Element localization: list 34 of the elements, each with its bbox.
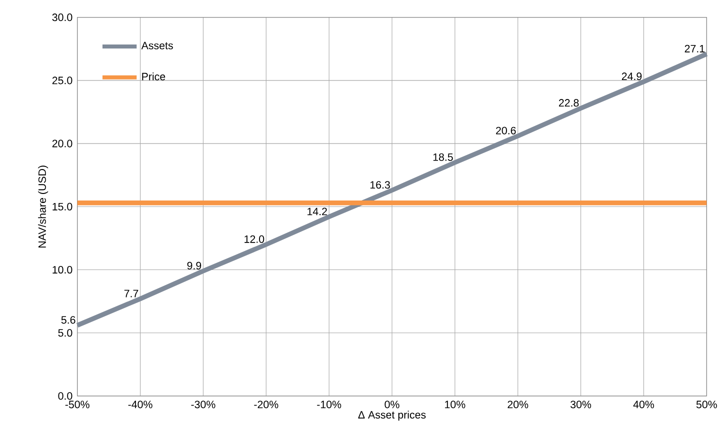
x-tick-label: -30% <box>191 400 216 408</box>
line-series <box>75 52 709 328</box>
y-tick-label: 20.0 <box>52 140 72 148</box>
data-label: 12.0 <box>244 235 264 243</box>
x-tick-label: 20% <box>508 400 528 408</box>
data-label: 9.9 <box>187 262 202 270</box>
x-tick-label: 50% <box>696 400 717 408</box>
x-tick-label: -20% <box>254 400 278 408</box>
data-label: 22.8 <box>558 99 579 107</box>
x-axis-title: Δ Asset prices <box>358 410 426 421</box>
data-label: 24.9 <box>622 72 642 80</box>
data-label: 7.7 <box>124 290 138 298</box>
x-tick-label: 10% <box>445 400 466 408</box>
x-tick-label: -50% <box>65 400 90 408</box>
legend-label: Assets <box>141 42 173 50</box>
data-label: 18.5 <box>433 153 453 161</box>
y-tick-label: 25.0 <box>52 76 72 84</box>
y-tick-label: 10.0 <box>52 266 72 274</box>
data-label: 14.2 <box>308 208 327 216</box>
y-tick-label: 5.0 <box>58 329 72 337</box>
x-tick-label: -10% <box>317 400 342 408</box>
y-tick-label: 0.0 <box>58 392 72 400</box>
data-label: 5.6 <box>61 316 76 324</box>
data-label: 20.6 <box>496 126 516 134</box>
y-tick-label: 15.0 <box>52 202 72 210</box>
legend-label: Price <box>142 72 166 80</box>
y-axis-title: NAV/share (USD) <box>38 166 48 248</box>
x-tick-label: 30% <box>570 400 592 408</box>
data-label: 27.1 <box>684 44 705 52</box>
y-tick-label: 30.0 <box>52 14 72 22</box>
x-tick-label: 40% <box>633 400 654 408</box>
data-label: 16.3 <box>370 181 390 189</box>
x-tick-label: 0% <box>384 400 400 408</box>
x-tick-label: -40% <box>128 400 152 408</box>
